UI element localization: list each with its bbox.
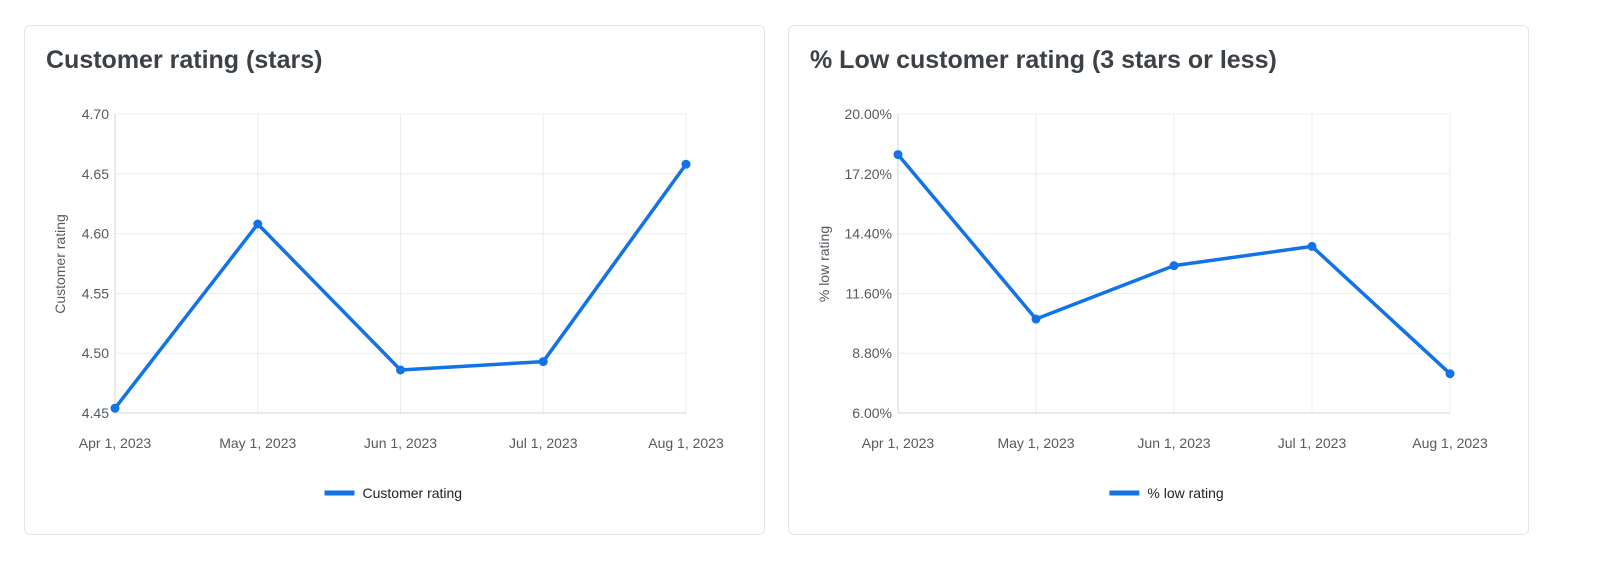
- x-tick-label: Jul 1, 2023: [509, 435, 578, 451]
- data-point[interactable]: [396, 365, 405, 375]
- x-tick-label: Jun 1, 2023: [364, 435, 437, 451]
- y-tick-label: 4.45: [82, 405, 109, 421]
- legend-label: % low rating: [1147, 485, 1223, 501]
- low-rating-chart-card: % Low customer rating (3 stars or less) …: [788, 25, 1529, 535]
- x-tick-label: Aug 1, 2023: [1412, 435, 1488, 451]
- x-tick-label: Jul 1, 2023: [1278, 435, 1347, 451]
- legend-label: Customer rating: [363, 485, 463, 501]
- y-tick-label: 6.00%: [852, 405, 892, 421]
- y-tick-label: 14.40%: [845, 226, 892, 242]
- y-tick-label: 4.70: [82, 106, 109, 122]
- chart-title: % Low customer rating (3 stars or less): [810, 46, 1277, 74]
- chart-title: Customer rating (stars): [46, 46, 323, 74]
- x-tick-label: Apr 1, 2023: [79, 435, 152, 451]
- rating-line-chart: 4.45 4.50 4.55 4.60 4.65 4.70 Apr 1, 2023 May 1…: [52, 106, 724, 501]
- y-tick-label: 20.00%: [845, 106, 892, 122]
- y-tick-label: 4.60: [82, 226, 109, 242]
- y-axis-title: % low rating: [816, 226, 832, 302]
- x-tick-label: Jun 1, 2023: [1137, 435, 1210, 451]
- data-point[interactable]: [1445, 369, 1455, 379]
- data-point[interactable]: [538, 357, 548, 367]
- y-tick-label: 4.65: [82, 166, 109, 182]
- x-tick-label: May 1, 2023: [219, 435, 296, 451]
- y-tick-label: 17.20%: [845, 166, 892, 182]
- legend-item[interactable]: % low rating: [1109, 485, 1224, 501]
- x-tick-label: Apr 1, 2023: [862, 435, 935, 451]
- y-axis-title: Customer rating: [52, 214, 68, 314]
- y-tick-label: 8.80%: [852, 345, 892, 361]
- legend-item[interactable]: Customer rating: [324, 485, 463, 501]
- data-point[interactable]: [681, 159, 691, 169]
- data-point[interactable]: [1169, 261, 1179, 271]
- data-point[interactable]: [893, 150, 903, 160]
- x-tick-label: Aug 1, 2023: [648, 435, 724, 451]
- data-point[interactable]: [110, 403, 120, 413]
- y-tick-label: 4.50: [82, 345, 109, 361]
- x-tick-label: May 1, 2023: [997, 435, 1074, 451]
- y-tick-label: 11.60%: [846, 285, 892, 301]
- data-point[interactable]: [253, 219, 263, 229]
- y-tick-label: 4.55: [82, 285, 109, 301]
- low-rating-line-chart: 6.00% 8.80% 11.60% 14.40% 17.20% 20.00% Apr 1,…: [816, 106, 1488, 501]
- data-point[interactable]: [1031, 314, 1041, 324]
- data-point[interactable]: [1307, 241, 1317, 251]
- rating-chart-card: Customer rating (stars) 4.45 4.50 4.55 4.60…: [24, 25, 765, 535]
